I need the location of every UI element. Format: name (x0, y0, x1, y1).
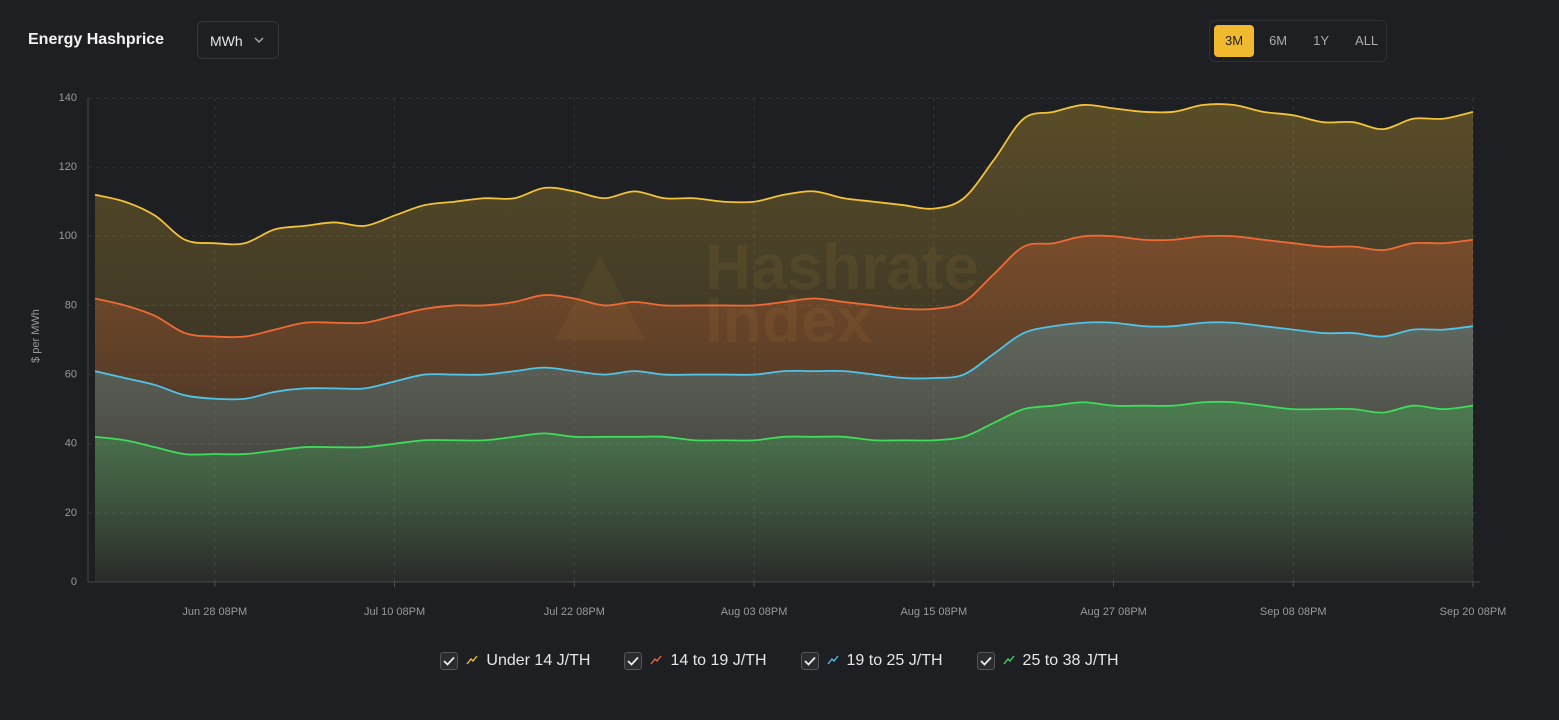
y-axis-label: $ per MWh (30, 309, 42, 363)
checkbox[interactable] (440, 652, 459, 670)
line-icon (650, 655, 662, 665)
legend-icon (1003, 652, 1015, 670)
unit-select[interactable]: MWh (197, 21, 279, 59)
y-tick-label: 0 (71, 576, 77, 588)
legend-icon (650, 652, 662, 670)
y-tick-label: 40 (65, 438, 77, 450)
legend-item[interactable]: 25 to 38 J/TH (976, 652, 1119, 670)
legend-label: Under 14 J/TH (486, 652, 591, 669)
legend-item[interactable]: 14 to 19 J/TH (624, 652, 767, 670)
checkbox[interactable] (800, 652, 819, 670)
x-tick-label: Aug 27 08PM (1080, 606, 1147, 618)
legend: Under 14 J/TH 14 to 19 J/TH 19 to 25 J/TH 2… (0, 652, 1559, 670)
check (979, 656, 992, 666)
y-tick-label: 140 (59, 92, 77, 104)
legend-icon (826, 652, 839, 670)
checkbox[interactable] (976, 652, 995, 670)
x-tick-label: Sep 08 08PM (1260, 606, 1327, 618)
x-tick-label: Jun 28 08PM (182, 606, 247, 618)
legend-item[interactable]: 19 to 25 J/TH (800, 652, 943, 670)
y-tick-label: 100 (59, 230, 77, 242)
x-tick-label: Sep 20 08PM (1440, 606, 1507, 618)
check (443, 656, 456, 666)
x-tick-label: Aug 15 08PM (900, 606, 967, 618)
series-line (94, 103, 1474, 246)
title: Energy Hashprice (28, 31, 165, 48)
x-tick-label: Jul 22 08PM (544, 606, 605, 618)
range-button[interactable]: 3M (1214, 25, 1255, 57)
check (627, 656, 640, 666)
series-line (94, 234, 1474, 339)
range-button[interactable]: 1Y (1313, 33, 1330, 48)
legend-label: 14 to 19 J/TH (670, 652, 767, 669)
y-tick-label: 20 (65, 507, 77, 519)
legend-label: 19 to 25 J/TH (846, 652, 943, 669)
legend-icon (466, 652, 478, 670)
x-tick-label: Jul 10 08PM (364, 606, 425, 618)
legend-item[interactable]: Under 14 J/TH (440, 652, 590, 670)
line-icon (826, 655, 839, 665)
x-tick-label: Aug 03 08PM (721, 606, 788, 618)
unit-label: MWh (210, 33, 243, 49)
legend-label: 25 to 38 J/TH (1022, 652, 1119, 669)
line-icon (1003, 655, 1015, 665)
check (803, 656, 816, 666)
line-icon (466, 655, 478, 665)
range-button[interactable]: ALL (1355, 33, 1379, 48)
area (95, 401, 1473, 582)
range-button[interactable]: 6M (1269, 33, 1288, 48)
y-tick-label: 80 (65, 299, 77, 311)
y-tick-label: 120 (59, 161, 77, 173)
series-line (94, 400, 1474, 456)
checkbox[interactable] (624, 652, 643, 670)
chart: $ per MWh HashrateIndex02040608010012014… (30, 92, 1507, 618)
chevron (254, 37, 264, 43)
range-buttons: 3M 6M 1Y ALL (1209, 20, 1387, 62)
series-line (94, 321, 1474, 401)
y-tick-label: 60 (65, 368, 77, 380)
